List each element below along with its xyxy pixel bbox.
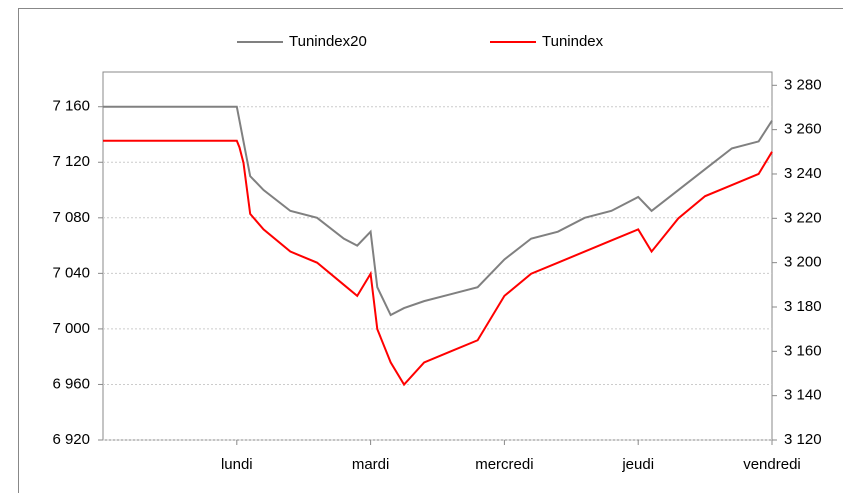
y-tick-label: 7 080 xyxy=(52,209,90,226)
y2-tick-label: 3 120 xyxy=(784,431,822,448)
y-tick-label: 7 120 xyxy=(52,153,90,170)
x-tick-label: mercredi xyxy=(475,456,533,473)
legend-label: Tunindex xyxy=(542,33,604,50)
y2-tick-label: 3 220 xyxy=(784,209,822,226)
x-tick-label: jeudi xyxy=(621,456,654,473)
y2-tick-label: 3 280 xyxy=(784,76,822,93)
x-tick-label: mardi xyxy=(352,456,390,473)
legend-label: Tunindex20 xyxy=(289,33,367,50)
series-line xyxy=(103,105,773,317)
plot-area xyxy=(102,71,773,441)
y2-tick-label: 3 260 xyxy=(784,121,822,138)
y-tick-label: 6 960 xyxy=(52,375,90,392)
frame xyxy=(18,8,843,493)
x-tick-label: vendredi xyxy=(743,456,801,473)
y2-tick-label: 3 180 xyxy=(784,298,822,315)
y-tick-label: 7 040 xyxy=(52,264,90,281)
y-tick-label: 7 000 xyxy=(52,320,90,337)
series-line xyxy=(103,139,773,387)
y-tick-label: 7 160 xyxy=(52,98,90,115)
y2-tick-label: 3 160 xyxy=(784,342,822,359)
x-tick-label: lundi xyxy=(221,456,253,473)
y2-tick-label: 3 200 xyxy=(784,254,822,271)
y-tick-label: 6 920 xyxy=(52,431,90,448)
y2-tick-label: 3 240 xyxy=(784,165,822,182)
y2-tick-label: 3 140 xyxy=(784,387,822,404)
